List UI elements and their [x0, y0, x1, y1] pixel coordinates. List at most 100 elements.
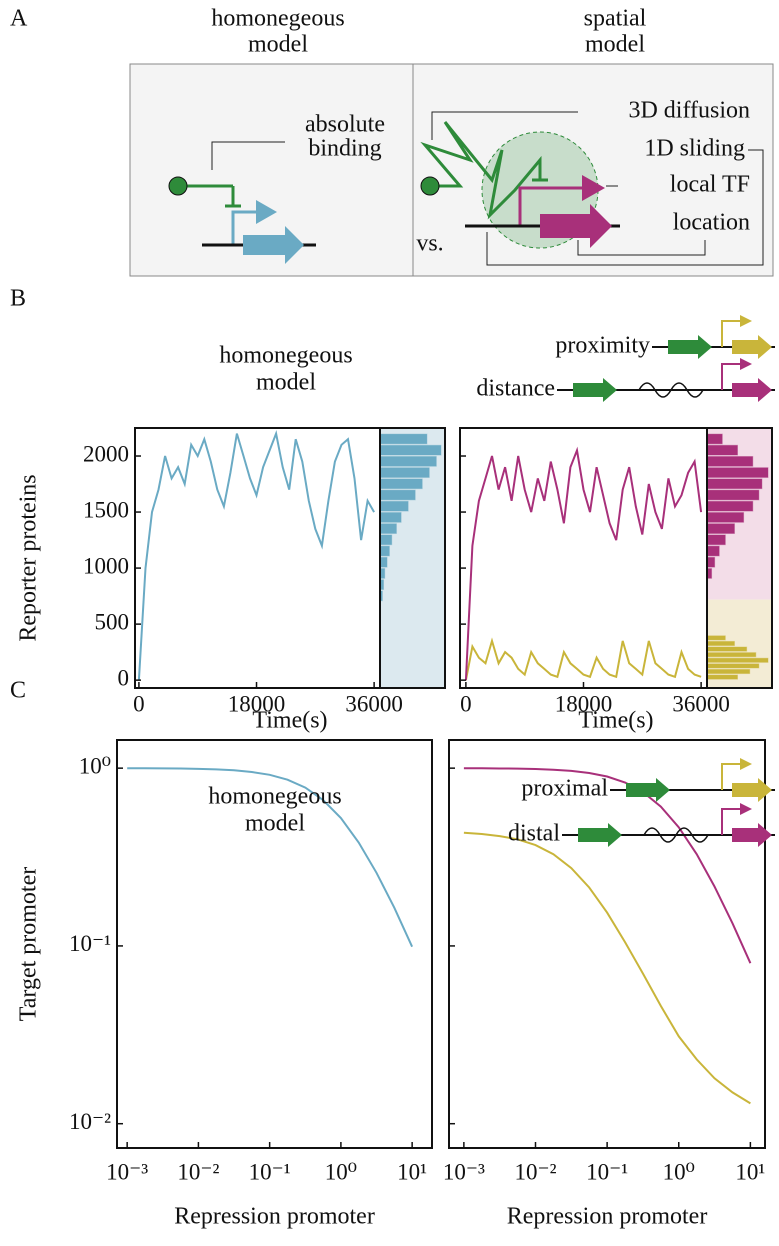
legend-promoter — [740, 315, 752, 327]
diagram-label: binding — [308, 136, 381, 162]
legend-target-gene — [758, 378, 772, 402]
hist-bar — [379, 467, 430, 478]
leader — [211, 141, 285, 170]
y-tick-label: 500 — [95, 609, 130, 634]
promoter-head — [256, 200, 277, 224]
diagram-title: model — [585, 32, 645, 58]
legend-tf-gene — [656, 778, 670, 802]
legend-promoter — [721, 808, 742, 835]
bracket — [577, 240, 706, 256]
legend-label: proximity — [555, 333, 650, 359]
hist-bar — [706, 444, 738, 456]
gene-head — [590, 204, 612, 248]
legend-spacer — [643, 827, 709, 843]
y-tick-label: 1500 — [83, 497, 129, 522]
legend-tf-gene — [603, 378, 617, 402]
legend-label: proximal — [521, 776, 608, 802]
hist-bar — [706, 652, 757, 658]
panel-label: B — [10, 286, 26, 312]
legend-promoter — [740, 803, 752, 815]
chart-title: model — [245, 811, 305, 837]
x-tick-label: 10⁻² — [177, 1159, 219, 1184]
leader — [431, 111, 578, 140]
legend-tf-gene — [698, 335, 712, 359]
chart-title: homonegeous — [208, 784, 341, 810]
x-tick-label: 10⁰ — [663, 1159, 695, 1184]
legend-promoter — [721, 763, 742, 790]
gene — [540, 214, 591, 238]
x-tick-label: 10⁻² — [514, 1159, 556, 1184]
hist-bar — [379, 478, 423, 490]
legend-label: distance — [476, 376, 555, 402]
legend-tf-gene — [626, 783, 656, 797]
diagram-label: absolute — [305, 112, 385, 138]
legend-target-gene — [732, 828, 760, 842]
plot-frame — [116, 739, 433, 1149]
x-tick-label: 0 — [133, 691, 145, 716]
legend-target-gene — [732, 383, 760, 397]
x-tick-label: 10⁻¹ — [586, 1159, 628, 1184]
y-axis-label: Target promoter — [16, 867, 42, 1022]
gene — [243, 235, 286, 255]
promoter — [231, 210, 258, 245]
hist-bar — [379, 433, 428, 445]
x-tick-label: 10⁻¹ — [249, 1159, 291, 1184]
hist-bar — [706, 433, 723, 445]
hist-bar — [706, 500, 754, 512]
tf — [168, 176, 188, 196]
x-tick-label: 0 — [460, 691, 472, 716]
hist-bar — [706, 523, 735, 534]
legend-target-gene — [758, 335, 772, 359]
x-tick-label: 10⁻³ — [443, 1159, 485, 1184]
hist-bar — [706, 456, 754, 467]
vs-label: vs. — [416, 231, 443, 257]
hist-bar — [706, 663, 760, 669]
panel-label: C — [10, 678, 26, 704]
tf — [420, 176, 440, 196]
hist-bar — [706, 545, 720, 557]
hist-bar — [379, 556, 388, 568]
series-line — [464, 637, 702, 681]
x-tick-label: 18000 — [555, 691, 613, 716]
hist-bar — [706, 668, 751, 675]
series-line — [463, 767, 752, 964]
chart-title: model — [256, 370, 316, 396]
diagram-label: local TF — [670, 172, 750, 198]
plot-frame — [134, 427, 446, 689]
hist-bar — [379, 545, 390, 557]
legend-promoter — [721, 363, 742, 390]
y-tick-label: 10⁻¹ — [69, 931, 111, 956]
gene-head — [285, 226, 304, 264]
hist-bar — [379, 456, 437, 467]
series-line — [463, 831, 751, 1105]
hist-bar — [379, 444, 442, 456]
series-line — [127, 767, 414, 948]
x-tick-label: 10⁰ — [325, 1159, 357, 1184]
series-line — [137, 430, 375, 681]
legend-tf-gene — [608, 823, 622, 847]
hist-bar — [379, 500, 409, 512]
hist-bar — [706, 640, 735, 647]
hist-bar — [706, 489, 760, 501]
promoter-head — [582, 175, 605, 201]
legend-tf-gene — [573, 383, 603, 397]
hist-bar — [379, 489, 416, 501]
hist-bar — [706, 478, 763, 490]
legend-target-gene — [732, 783, 760, 797]
legend-tf-gene — [578, 828, 608, 842]
hist-bar — [706, 467, 769, 478]
chart-title: homonegeous — [219, 343, 352, 369]
x-tick-label: 10¹ — [397, 1159, 427, 1184]
x-tick-label: 36000 — [345, 691, 403, 716]
series-line — [464, 446, 703, 681]
legend-tf-gene — [668, 340, 698, 354]
legend-spacer — [638, 382, 704, 398]
y-axis-label: Reporter proteins — [16, 474, 42, 641]
diagram-label: 3D diffusion — [628, 98, 750, 124]
legend-target-gene — [758, 778, 772, 802]
diagram-box — [129, 63, 774, 277]
hist-bg — [380, 428, 445, 688]
x-axis-label: Repression promoter — [174, 1204, 375, 1230]
hist-bar — [706, 674, 738, 680]
